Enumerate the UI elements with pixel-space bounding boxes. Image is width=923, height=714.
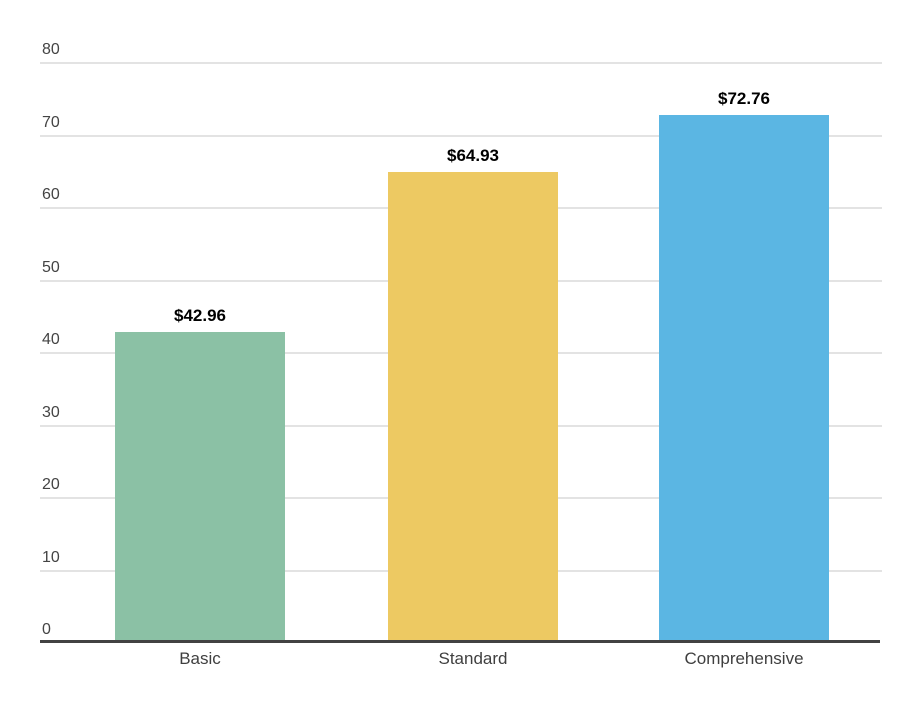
value-label: $72.76 (718, 89, 770, 109)
value-label: $64.93 (447, 146, 499, 166)
bar-standard[interactable] (388, 172, 558, 643)
y-tick-label: 60 (42, 186, 60, 203)
value-label: $42.96 (174, 305, 226, 325)
y-tick-label: 40 (42, 331, 60, 348)
x-axis-baseline (40, 640, 880, 643)
gridline (40, 134, 882, 137)
bar-comprehensive[interactable] (659, 115, 829, 643)
y-tick-label: 30 (42, 403, 60, 421)
gridline (40, 62, 882, 64)
x-category-label: Basic (179, 649, 221, 668)
y-tick-label: 80 (42, 41, 60, 58)
bar-basic[interactable] (115, 331, 285, 643)
y-tick-label: 50 (42, 258, 60, 276)
x-category-label: Standard (438, 649, 508, 668)
x-category-label: Comprehensive (684, 649, 804, 668)
y-tick-label: 70 (42, 113, 60, 131)
y-tick-label: 20 (42, 476, 60, 493)
y-tick-label: 10 (42, 548, 60, 566)
y-tick-label: 0 (42, 621, 51, 638)
